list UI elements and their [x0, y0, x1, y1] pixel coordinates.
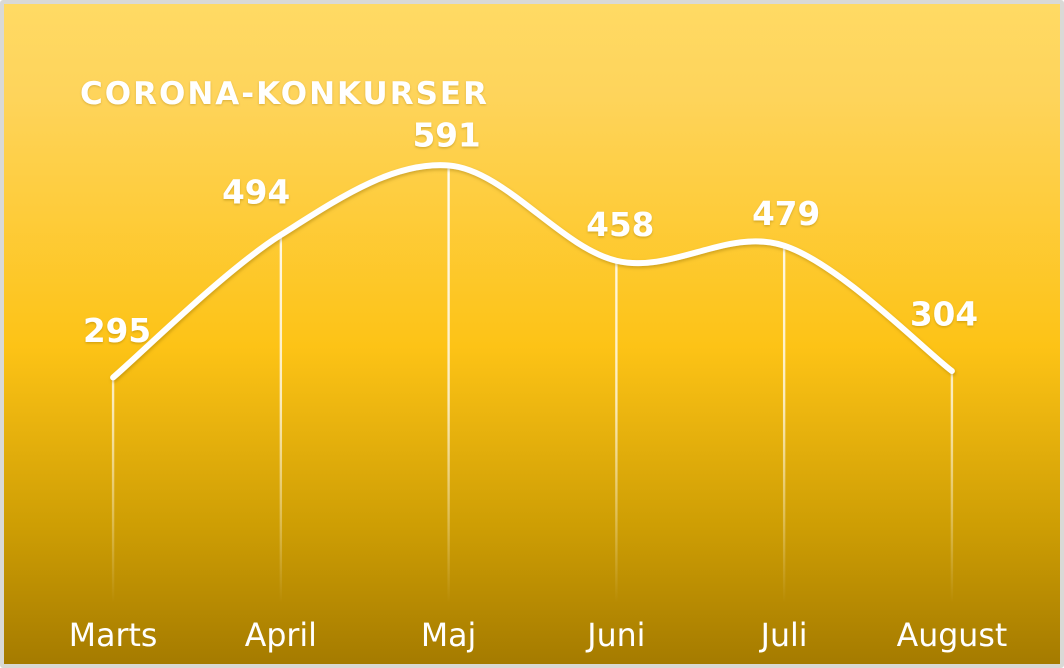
data-label: 494: [222, 173, 290, 211]
x-axis-label: Juni: [585, 618, 645, 654]
chart-title: CORONA-KONKURSER: [80, 76, 489, 112]
data-label: 458: [586, 206, 654, 244]
x-axis-label: August: [897, 618, 1008, 654]
value-labels-group: 295 494 591 458 479 304: [83, 117, 978, 350]
data-label: 295: [83, 312, 151, 350]
drop-lines-group: [111, 167, 954, 603]
line-chart: 295 494 591 458 479 304 Marts April Maj Juni Juli…: [69, 117, 1007, 655]
x-axis-label: Marts: [69, 618, 158, 654]
x-axis-label: Juli: [759, 618, 808, 654]
data-label: 304: [910, 296, 978, 334]
trend-line: [110, 162, 955, 381]
data-label: 479: [752, 195, 820, 233]
x-axis-label: Maj: [421, 618, 476, 654]
x-axis-labels-group: Marts April Maj Juni Juli August: [69, 618, 1007, 654]
data-label: 591: [413, 117, 481, 155]
x-axis-label: April: [245, 618, 317, 654]
